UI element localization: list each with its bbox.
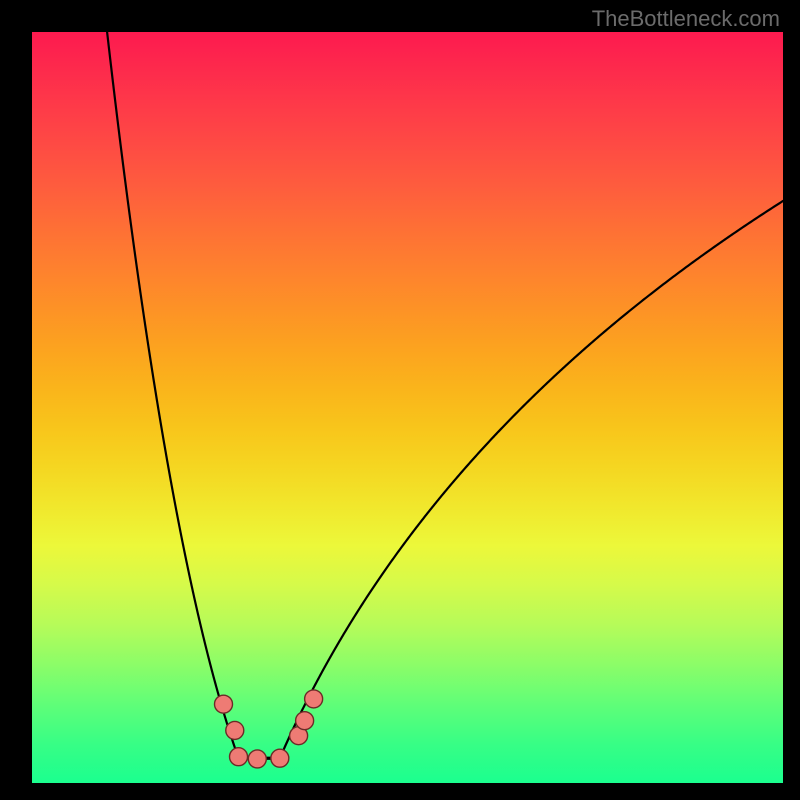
valley-marker [226, 721, 244, 739]
watermark-text: TheBottleneck.com [592, 6, 780, 31]
valley-marker [305, 690, 323, 708]
valley-marker [215, 695, 233, 713]
chart-svg: TheBottleneck.com [0, 0, 800, 800]
chart-frame: TheBottleneck.com [0, 0, 800, 800]
valley-marker [230, 748, 248, 766]
valley-marker [296, 712, 314, 730]
valley-marker [271, 749, 289, 767]
valley-marker [248, 750, 266, 768]
plot-gradient [32, 32, 783, 783]
